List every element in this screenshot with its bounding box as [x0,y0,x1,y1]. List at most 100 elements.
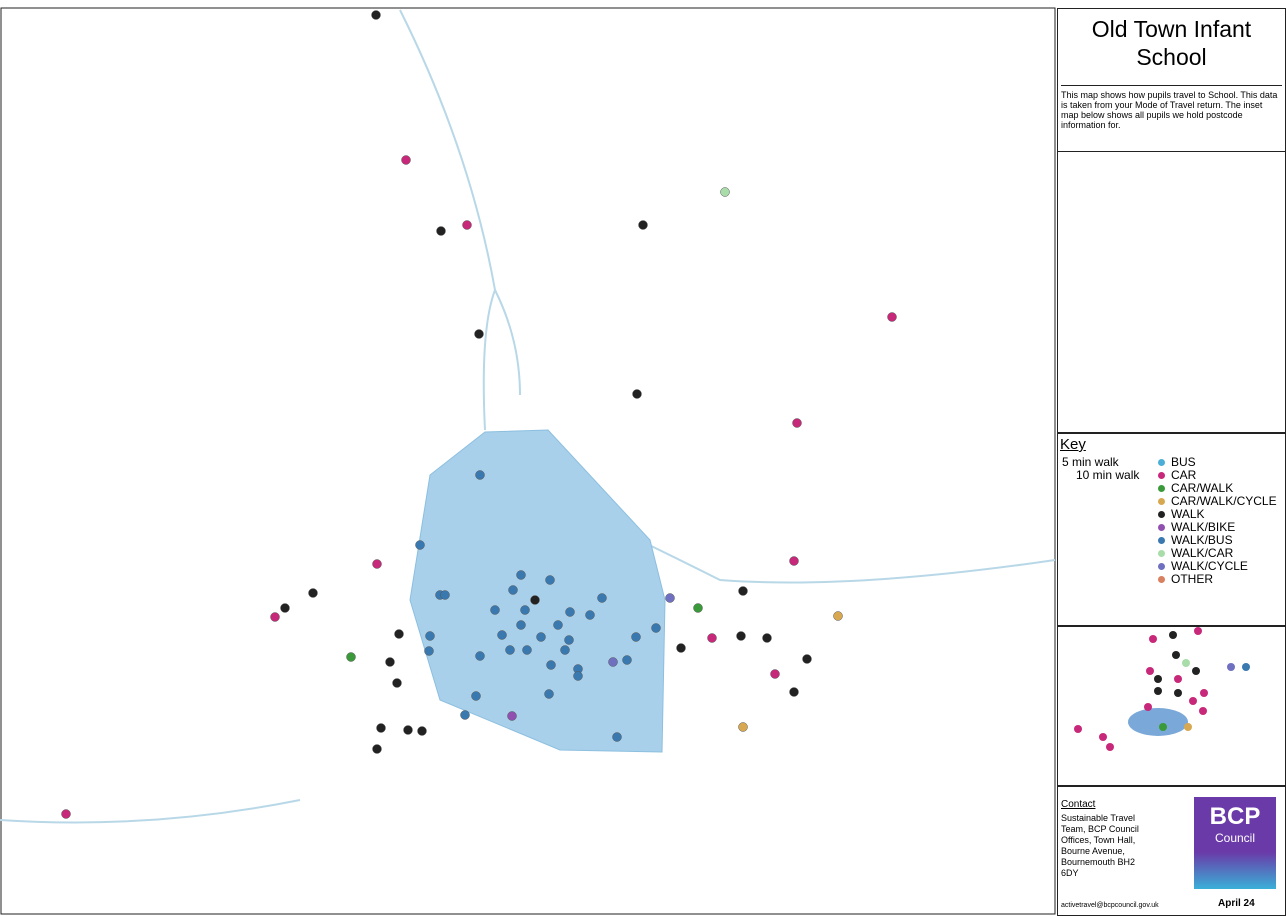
pupil-dot [762,633,772,643]
pupil-dot [833,611,843,621]
mode-swatch [1158,459,1165,466]
inset-dot [1149,635,1157,643]
pupil-dot [376,723,386,733]
mode-entry: OTHER [1158,573,1277,586]
inset-dot [1199,707,1207,715]
pupil-dot [385,657,395,667]
pupil-dot [565,607,575,617]
title-box: Old Town Infant School This map shows ho… [1057,8,1286,152]
pupil-dot [507,711,517,721]
walk-band-label: 5 min walk [1062,455,1119,469]
pupil-dot [553,620,563,630]
inset-svg [1074,627,1250,751]
mode-label: WALK/CYCLE [1171,559,1248,573]
pupil-dot [693,603,703,613]
pupil-dot [545,575,555,585]
pupil-dot [415,540,425,550]
blank-box [1057,151,1286,433]
mode-swatch [1158,576,1165,583]
inset-dot [1184,723,1192,731]
mode-entry: CAR [1158,469,1277,482]
inset-dot [1106,743,1114,751]
pupil-dot [530,595,540,605]
pupil-dot [665,593,675,603]
pupil-dot [474,329,484,339]
pupil-dot [490,605,500,615]
pupil-dot [280,603,290,613]
pupil-dot [403,725,413,735]
mode-label: WALK [1171,507,1205,521]
pupil-dot [707,633,717,643]
pupil-dot [676,643,686,653]
inset-dot [1169,631,1177,639]
mode-entry: CAR/WALK [1158,482,1277,495]
title: Old Town Infant School [1091,16,1252,70]
pupil-dot [516,620,526,630]
contact-title: Contact [1061,799,1096,810]
pupil-dot [736,631,746,641]
pupil-dot [424,646,434,656]
pupil-dot [887,312,897,322]
mode-entry: WALK/BIKE [1158,521,1277,534]
walk-band: 10 min walk [1062,469,1139,482]
inset-dot [1174,675,1182,683]
contact-box: Contact Sustainable Travel Team, BCP Cou… [1057,786,1286,916]
pupil-dot [632,389,642,399]
inset-dot [1174,689,1182,697]
map [0,7,1056,915]
inset-zone [1128,708,1188,736]
pupil-dot [394,629,404,639]
logo-text: BCP [1209,803,1261,830]
pupil-dot [270,612,280,622]
pupil-dot [720,187,730,197]
pupil-dot [631,632,641,642]
pupil-dot [802,654,812,664]
pupil-dot [738,722,748,732]
mode-label: CAR/WALK/CYCLE [1171,494,1277,508]
mode-entry: WALK/CAR [1158,547,1277,560]
pupil-dot [417,726,427,736]
walk-band-label: 10 min walk [1076,468,1140,482]
logo-subtext: Council [1214,831,1256,845]
mode-label: BUS [1171,455,1196,469]
inset-dot [1194,627,1202,635]
mode-swatch [1158,498,1165,505]
pupil-dot [462,220,472,230]
pupil-dot [622,655,632,665]
mode-entry: BUS [1158,456,1277,469]
mode-swatch [1158,537,1165,544]
inset-dot [1200,689,1208,697]
inset-dot [1189,697,1197,705]
inset-dot [1182,659,1190,667]
inset-dot [1144,703,1152,711]
pupil-dot [401,155,411,165]
pupil-dot [440,590,450,600]
pupil-dot [770,669,780,679]
pupil-dot [597,593,607,603]
pupil-dot [560,645,570,655]
pupil-dot [505,645,515,655]
inset-dot [1074,725,1082,733]
pupil-dot [522,645,532,655]
mode-label: CAR [1171,468,1197,482]
pupil-dot [516,570,526,580]
pupil-dot [612,732,622,742]
walk-band: 5 min walk [1062,456,1139,469]
inset-dot [1146,667,1154,675]
pupil-dot [372,744,382,754]
pupil-dot [497,630,507,640]
mode-swatch [1158,563,1165,570]
mode-swatch [1158,485,1165,492]
pupil-dot [371,10,381,20]
pupil-dot [738,586,748,596]
logo: BCP Council [1194,797,1276,889]
pupil-dot [546,660,556,670]
pupil-dot [508,585,518,595]
pupil-dot [651,623,661,633]
inset-dot [1172,651,1180,659]
pupil-dot [475,470,485,480]
pupil-dots [61,10,897,819]
pupil-dot [564,635,574,645]
pupil-dot [372,559,382,569]
